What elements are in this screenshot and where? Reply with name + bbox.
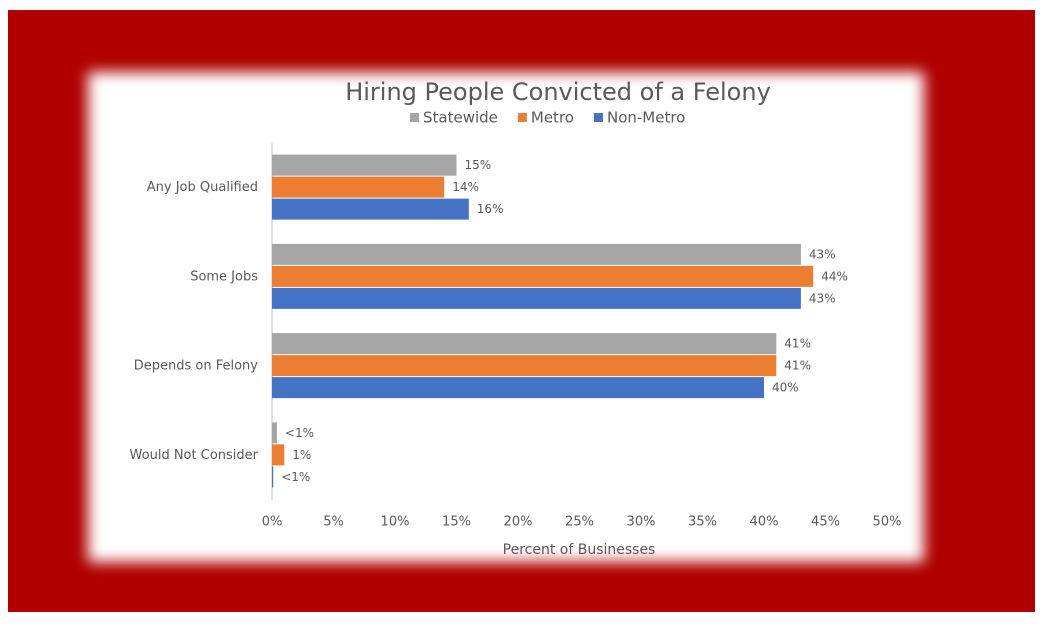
x-tick-label: 35% — [688, 515, 717, 530]
y-tick-label: Would Not Consider — [130, 448, 259, 463]
data-label: 14% — [452, 180, 479, 194]
x-tick-label: 50% — [873, 515, 902, 530]
bar — [272, 243, 801, 265]
x-tick-label: 5% — [323, 515, 344, 530]
data-label: 15% — [465, 158, 492, 172]
bar — [272, 466, 274, 488]
x-axis-label: Percent of Businesses — [503, 542, 656, 558]
data-label: <1% — [281, 470, 310, 484]
data-label: 1% — [292, 448, 311, 462]
legend-swatch — [593, 113, 603, 122]
chart-title: Hiring People Convicted of a Felony — [345, 78, 771, 106]
bar — [272, 422, 277, 444]
y-tick-label: Any Job Qualified — [147, 180, 258, 195]
legend-label: Statewide — [423, 109, 498, 127]
bar — [272, 355, 777, 377]
y-tick-label: Depends on Felony — [134, 359, 259, 374]
x-tick-label: 30% — [627, 515, 656, 530]
data-label: 40% — [772, 381, 799, 395]
bar — [272, 287, 801, 309]
x-tick-label: 25% — [565, 515, 594, 530]
bar — [272, 444, 285, 466]
bar — [272, 154, 457, 176]
x-tick-label: 40% — [750, 515, 779, 530]
x-tick-label: 45% — [811, 515, 840, 530]
legend-swatch — [410, 113, 419, 122]
x-tick-label: 15% — [442, 515, 471, 530]
x-tick-label: 20% — [504, 515, 533, 530]
bar — [272, 333, 777, 355]
bar — [272, 265, 814, 287]
x-tick-label: 0% — [262, 515, 283, 530]
data-label: 43% — [809, 247, 836, 261]
legend-label: Non-Metro — [607, 109, 685, 127]
y-tick-label: Some Jobs — [190, 269, 258, 284]
x-tick-label: 10% — [381, 515, 410, 530]
data-label: <1% — [285, 426, 314, 440]
bar — [272, 176, 445, 198]
data-label: 16% — [477, 202, 504, 216]
panel — [88, 72, 924, 562]
bar — [272, 377, 764, 399]
data-label: 43% — [809, 291, 836, 305]
bar — [272, 198, 469, 220]
data-label: 44% — [821, 269, 848, 283]
legend-swatch — [517, 113, 527, 122]
data-label: 41% — [784, 337, 811, 351]
legend-label: Metro — [531, 109, 574, 127]
data-label: 41% — [784, 359, 811, 373]
